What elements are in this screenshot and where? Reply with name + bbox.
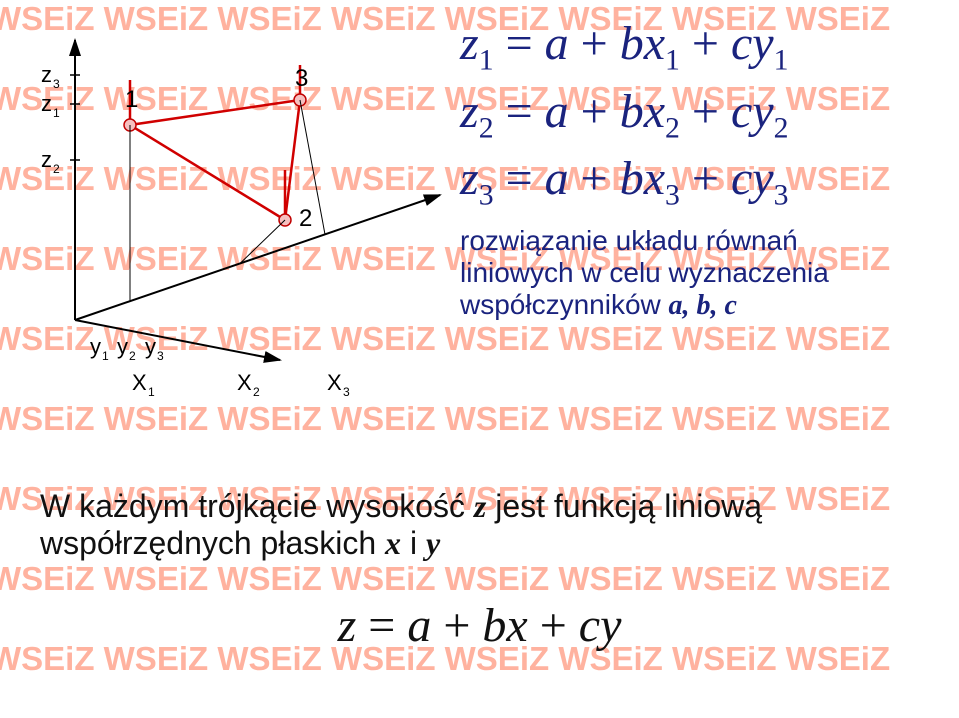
body-line: W każdym trójkącie wysokość z jest funkc…: [40, 488, 920, 525]
svg-text:2: 2: [53, 162, 60, 176]
equation-row: z1 = a + bx1 + cy1: [460, 16, 829, 78]
svg-text:X: X: [327, 370, 342, 395]
body-equation: z = a + bx + cy: [0, 598, 959, 653]
svg-text:X: X: [237, 370, 252, 395]
svg-text:1: 1: [102, 349, 109, 363]
svg-text:z: z: [41, 91, 52, 116]
svg-text:y: y: [145, 334, 156, 359]
caption-line: liniowych w celu wyznaczenia: [460, 257, 829, 289]
svg-text:3: 3: [295, 65, 308, 92]
svg-text:1: 1: [53, 106, 60, 120]
svg-text:z: z: [41, 62, 52, 87]
svg-text:z: z: [41, 147, 52, 172]
equation-row: z3 = a + bx3 + cy3: [460, 151, 829, 213]
body-line: współrzędnych płaskich x i y: [40, 525, 920, 562]
caption-line: współczynników a, b, c: [460, 289, 829, 322]
svg-text:2: 2: [129, 349, 136, 363]
equation-caption: rozwiązanie układu równańliniowych w cel…: [460, 225, 829, 322]
svg-text:3: 3: [53, 77, 60, 91]
svg-text:X: X: [132, 370, 147, 395]
svg-text:2: 2: [299, 205, 312, 232]
svg-text:2: 2: [253, 385, 260, 399]
svg-text:1: 1: [148, 385, 155, 399]
triangle-figure: z3z1z2123y1y2y3X1X2X3: [20, 20, 450, 420]
equation-row: z2 = a + bx2 + cy2: [460, 84, 829, 146]
svg-text:3: 3: [343, 385, 350, 399]
svg-text:1: 1: [125, 86, 138, 113]
svg-text:3: 3: [157, 349, 164, 363]
caption-line: rozwiązanie układu równań: [460, 225, 829, 257]
svg-text:y: y: [90, 334, 101, 359]
equation-system: z1 = a + bx1 + cy1z2 = a + bx2 + cy2z3 =…: [460, 10, 829, 322]
svg-text:y: y: [117, 334, 128, 359]
body-text: W każdym trójkącie wysokość z jest funkc…: [40, 488, 920, 562]
